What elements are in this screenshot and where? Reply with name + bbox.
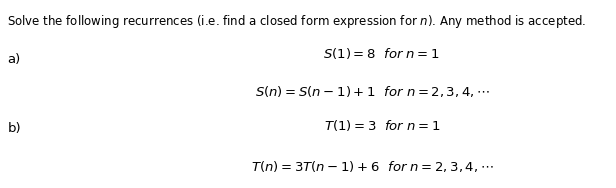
Text: $S(1) = 8\ \ \mathit{for}\ n = 1$: $S(1) = 8\ \ \mathit{for}\ n = 1$ (323, 46, 440, 61)
Text: $T(1) = 3\ \ \mathit{for}\ n = 1$: $T(1) = 3\ \ \mathit{for}\ n = 1$ (323, 118, 440, 133)
Text: $T(n) = 3T(n-1)+6\ \ \mathit{for}\ n = 2, 3, 4, \cdots$: $T(n) = 3T(n-1)+6\ \ \mathit{for}\ n = 2… (251, 159, 494, 174)
Text: b): b) (7, 122, 21, 135)
Text: $S(n) = S(n-1)+1\ \ \mathit{for}\ n = 2, 3, 4, \cdots$: $S(n) = S(n-1)+1\ \ \mathit{for}\ n = 2,… (255, 84, 490, 99)
Text: Solve the following recurrences (i.e. find a closed form expression for $n$). An: Solve the following recurrences (i.e. fi… (7, 13, 586, 30)
Text: a): a) (7, 53, 21, 66)
